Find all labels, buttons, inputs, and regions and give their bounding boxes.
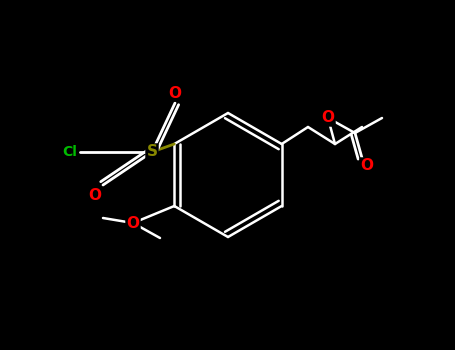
Text: O: O xyxy=(168,85,182,100)
Text: O: O xyxy=(89,188,101,203)
Text: O: O xyxy=(360,159,374,174)
Text: O: O xyxy=(322,111,334,126)
Text: O: O xyxy=(126,216,140,231)
Text: S: S xyxy=(147,145,157,160)
Text: Cl: Cl xyxy=(63,145,77,159)
